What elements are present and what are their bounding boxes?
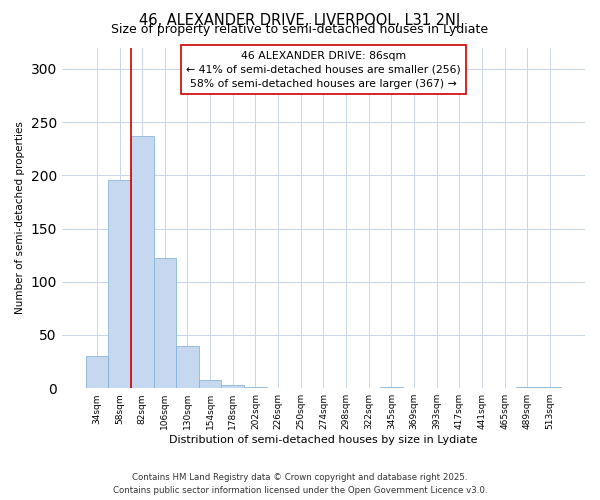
Bar	[176, 346, 199, 388]
Text: Contains HM Land Registry data © Crown copyright and database right 2025.
Contai: Contains HM Land Registry data © Crown c…	[113, 474, 487, 495]
Text: 46 ALEXANDER DRIVE: 86sqm
← 41% of semi-detached houses are smaller (256)
58% of: 46 ALEXANDER DRIVE: 86sqm ← 41% of semi-…	[186, 51, 461, 89]
Bar	[221, 385, 244, 388]
Bar	[131, 136, 154, 388]
Text: Size of property relative to semi-detached houses in Lydiate: Size of property relative to semi-detach…	[112, 22, 488, 36]
X-axis label: Distribution of semi-detached houses by size in Lydiate: Distribution of semi-detached houses by …	[169, 435, 478, 445]
Y-axis label: Number of semi-detached properties: Number of semi-detached properties	[15, 122, 25, 314]
Bar	[539, 387, 561, 388]
Bar	[244, 387, 267, 388]
Bar	[86, 356, 108, 388]
Bar	[380, 387, 403, 388]
Bar	[108, 180, 131, 388]
Bar	[199, 380, 221, 388]
Text: 46, ALEXANDER DRIVE, LIVERPOOL, L31 2NJ: 46, ALEXANDER DRIVE, LIVERPOOL, L31 2NJ	[139, 12, 461, 28]
Bar	[516, 387, 539, 388]
Bar	[154, 258, 176, 388]
